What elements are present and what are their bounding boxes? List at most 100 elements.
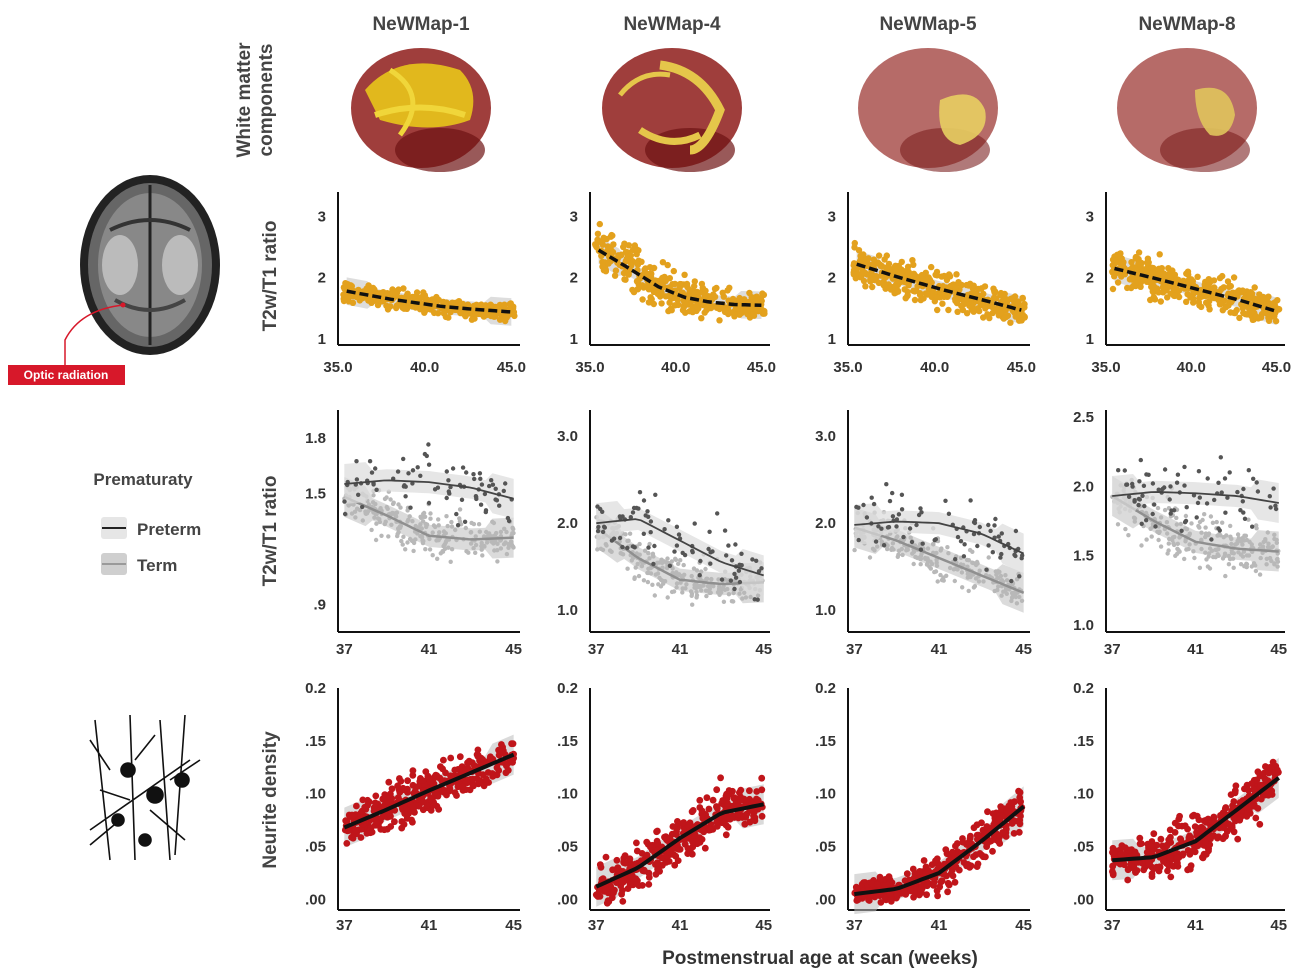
data-point (726, 284, 733, 291)
data-point (621, 240, 628, 247)
data-point (698, 558, 703, 564)
x-tick-label: 45 (505, 917, 522, 934)
data-point (1171, 508, 1177, 513)
data-point (359, 294, 367, 302)
data-point (367, 824, 375, 831)
data-point (923, 891, 930, 899)
data-point (454, 511, 459, 517)
data-point (938, 877, 946, 884)
data-point (464, 759, 471, 767)
data-point (1157, 298, 1165, 305)
data-point (1131, 515, 1137, 520)
chart-panels: 35.0 40.0 45.0 1 2 3 35.0 40.0 45.0 1 2 3 35.0 40.0 45… (305, 192, 1291, 934)
data-point (1184, 505, 1189, 510)
data-point (633, 259, 640, 266)
neuron-tree-icon (89, 714, 201, 861)
fit-line (597, 248, 762, 307)
data-point (479, 547, 484, 552)
data-point (408, 816, 415, 824)
data-point (945, 545, 950, 550)
data-point (595, 528, 601, 534)
data-point (1197, 495, 1203, 500)
data-point (401, 484, 407, 489)
data-point (1175, 541, 1181, 546)
data-point (856, 537, 861, 543)
data-point (1219, 835, 1227, 843)
data-point (494, 530, 499, 536)
data-point (1181, 822, 1189, 830)
data-point (371, 493, 376, 498)
data-point (1175, 822, 1182, 830)
data-point (382, 496, 388, 502)
data-point (409, 803, 417, 811)
y-tick-label: 3 (828, 208, 836, 225)
data-point (384, 304, 392, 311)
data-point (1246, 468, 1252, 473)
data-point (851, 239, 858, 247)
data-point (1109, 256, 1117, 263)
y-tick-label: 2 (828, 270, 836, 287)
data-point (627, 531, 633, 536)
data-point (426, 442, 431, 447)
y-tick-label: 2.0 (1073, 478, 1094, 495)
data-point (406, 517, 411, 522)
data-point (982, 853, 989, 861)
data-point (974, 559, 980, 565)
data-point (713, 786, 721, 794)
data-point (894, 524, 899, 529)
data-point (1118, 273, 1125, 280)
data-point (953, 271, 960, 278)
data-point (648, 566, 653, 571)
data-point (652, 871, 660, 878)
data-point (682, 572, 687, 577)
data-point (743, 307, 750, 314)
data-point (670, 267, 677, 275)
chart-panel: 35.0 40.0 45.0 1 2 3 (1086, 192, 1291, 376)
data-point (971, 290, 979, 298)
data-point (928, 279, 935, 286)
chart-panel: 37 41 45 1.0 1.5 2.0 2.5 (1073, 409, 1287, 658)
y-tick-label: 1 (828, 331, 836, 348)
x-tick-label: 40.0 (920, 359, 949, 376)
data-point (1003, 296, 1010, 303)
data-point (473, 542, 479, 548)
data-point (427, 536, 432, 542)
fit-line (343, 495, 514, 541)
data-point (681, 562, 686, 568)
data-point (379, 533, 384, 538)
data-point (448, 559, 453, 564)
data-point (1261, 775, 1269, 783)
data-point (1210, 277, 1218, 284)
data-point (1227, 282, 1235, 290)
data-point (1009, 578, 1014, 584)
data-point (479, 540, 484, 546)
data-point (713, 803, 720, 810)
data-point (645, 570, 650, 576)
data-point (1171, 292, 1178, 300)
data-point (1257, 795, 1265, 803)
data-point (369, 470, 375, 475)
x-tick-label: 45 (1015, 641, 1032, 658)
legend-term-label: Term (137, 556, 177, 575)
data-point (1174, 522, 1180, 527)
data-point (596, 861, 604, 869)
data-point (1269, 758, 1277, 766)
x-tick-label: 45 (1270, 641, 1287, 658)
data-point (393, 514, 399, 519)
data-point (1014, 299, 1021, 306)
data-point (405, 508, 410, 513)
data-point (373, 819, 381, 826)
y-tick-label: .05 (557, 839, 578, 856)
data-point (666, 299, 673, 306)
y-tick-label: 1.0 (557, 602, 578, 619)
data-point (873, 539, 879, 544)
data-point (1187, 862, 1195, 870)
data-point (876, 524, 881, 529)
data-point (482, 775, 490, 783)
data-point (1183, 526, 1188, 531)
data-point (431, 309, 438, 317)
data-point (938, 548, 943, 553)
data-point (1021, 313, 1028, 320)
data-point (445, 523, 450, 529)
data-point (698, 280, 706, 288)
